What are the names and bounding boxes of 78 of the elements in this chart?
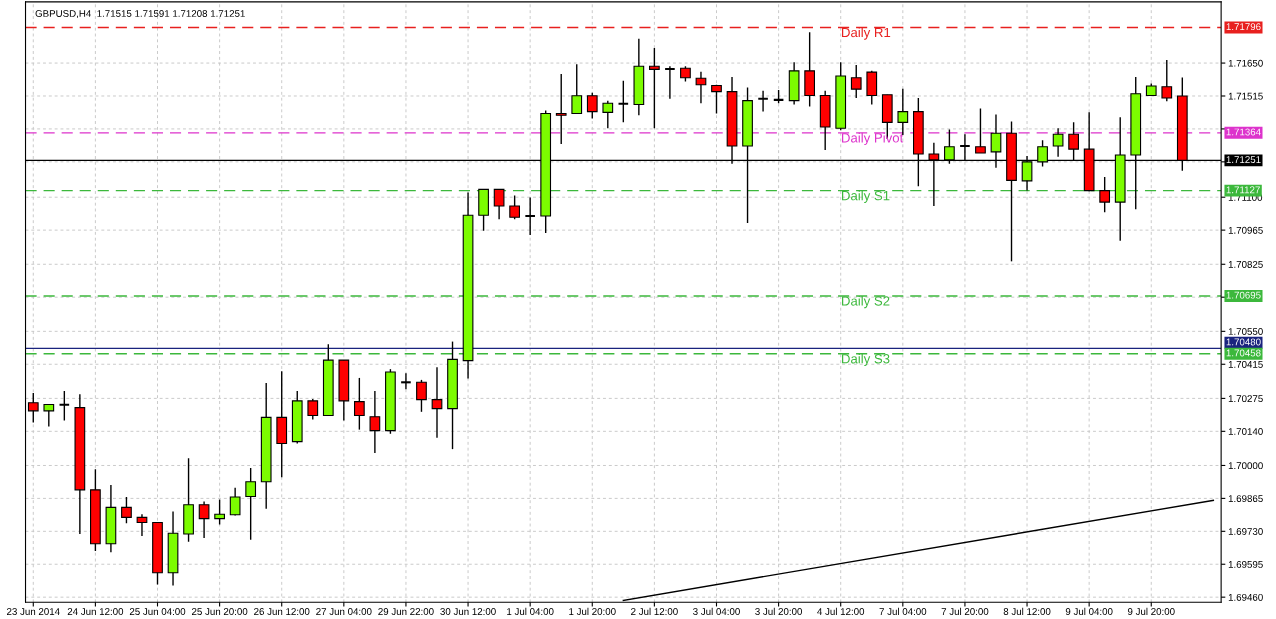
- candlestick: [27, 392, 39, 424]
- candlestick: [121, 496, 132, 524]
- ref-line-label: 1.71251: [1226, 156, 1261, 163]
- x-tick-label: 3 Jul 04:00: [693, 607, 740, 615]
- candlestick: [245, 467, 257, 541]
- candlestick: [850, 64, 862, 99]
- y-tick-label: 1.70825: [1228, 261, 1263, 268]
- x-tick-label: 27 Jun 04:00: [316, 608, 372, 615]
- y-tick-label: 1.70550: [1228, 328, 1263, 335]
- annotation: Daily S3: [842, 353, 890, 367]
- candlestick: [509, 194, 521, 220]
- candlestick: [400, 372, 412, 390]
- annotation: Daily S1: [842, 190, 890, 203]
- x-tick-label: 25 Jun 20:00: [191, 608, 248, 615]
- x-tick-label: 3 Jul 20:00: [755, 607, 803, 615]
- x-tick-label: 4 Jul 12:00: [817, 607, 865, 615]
- y-tick-label: 1.69730: [1228, 528, 1263, 535]
- candlestick: [866, 70, 878, 106]
- candlestick: [975, 107, 986, 154]
- candlestick: [664, 65, 676, 100]
- candlestick: [555, 73, 567, 145]
- candlestick: [695, 71, 707, 105]
- x-tick-label: 25 Jun 04:00: [129, 608, 186, 615]
- x-tick-label: 1 Jul 04:00: [507, 607, 554, 615]
- x-tick-label: 26 Jun 12:00: [254, 608, 310, 615]
- candlestick: [229, 486, 241, 517]
- candlestick: [649, 47, 660, 129]
- annotation: Daily S2: [842, 295, 890, 309]
- annotation: Daily R1: [842, 27, 891, 40]
- candlestick: [431, 366, 443, 439]
- x-tick-label: 29 Jun 22:00: [378, 608, 434, 615]
- candlestick: [198, 500, 210, 539]
- candlestick: [571, 63, 583, 115]
- x-tick-label: 1 Jul 20:00: [569, 607, 616, 615]
- y-tick-label: 1.69595: [1228, 560, 1263, 568]
- candlestick: [214, 498, 225, 526]
- candlestick: [602, 99, 614, 129]
- x-tick-label: 23 Jun 2014: [7, 608, 60, 615]
- candlestick: [711, 84, 722, 115]
- candlestick: [493, 188, 505, 220]
- candlestick: [757, 89, 769, 113]
- x-tick-label: 24 Jun 12:00: [67, 608, 124, 615]
- y-tick-label: 1.70140: [1228, 428, 1263, 435]
- ref-line-label: 1.71364: [1226, 128, 1261, 136]
- ref-line-label: 1.71796: [1226, 23, 1261, 31]
- candlestick: [353, 377, 365, 431]
- candlestick: [524, 196, 537, 236]
- candlestick: [307, 398, 319, 421]
- x-tick-label: 2 Jul 12:00: [631, 607, 678, 615]
- x-tick-label: 9 Jul 20:00: [1127, 607, 1175, 615]
- candlestick: [1052, 127, 1064, 158]
- candlestick: [43, 403, 55, 428]
- candlestick: [617, 80, 630, 124]
- candlestick: [416, 379, 427, 413]
- y-tick-label: 1.69460: [1228, 593, 1263, 601]
- annotation: Daily Pivot: [842, 132, 904, 146]
- y-tick-label: 1.70965: [1228, 226, 1263, 234]
- x-tick-label: 9 Jul 04:00: [1065, 607, 1113, 615]
- candlestick: [1161, 59, 1173, 103]
- ref-line-label: 1.70480: [1226, 338, 1261, 346]
- x-tick-label: 7 Jul 20:00: [941, 607, 989, 615]
- candlestick: [369, 390, 381, 454]
- candlestick: [586, 92, 598, 120]
- candlestick: [58, 390, 71, 422]
- y-tick-label: 1.70275: [1228, 395, 1263, 403]
- candlestick: [1099, 176, 1111, 214]
- y-tick-label: 1.70415: [1228, 361, 1263, 368]
- candlestick: [136, 513, 148, 537]
- y-tick-label: 1.71515: [1228, 92, 1263, 100]
- x-tick-label: 7 Jul 04:00: [879, 607, 927, 615]
- y-tick-label: 1.69865: [1228, 495, 1263, 503]
- y-tick-label: 1.71650: [1228, 59, 1263, 67]
- x-tick-label: 30 Jun 12:00: [440, 608, 496, 615]
- text: GBPUSD,H4 1.71515 1.71591 1.71208 1.71251: [35, 10, 245, 19]
- ref-line-label: 1.70458: [1226, 349, 1261, 357]
- ref-line-label: 1.70695: [1226, 291, 1261, 299]
- x-tick-label: 8 Jul 12:00: [1003, 607, 1051, 615]
- y-tick-label: 1.70000: [1228, 462, 1263, 470]
